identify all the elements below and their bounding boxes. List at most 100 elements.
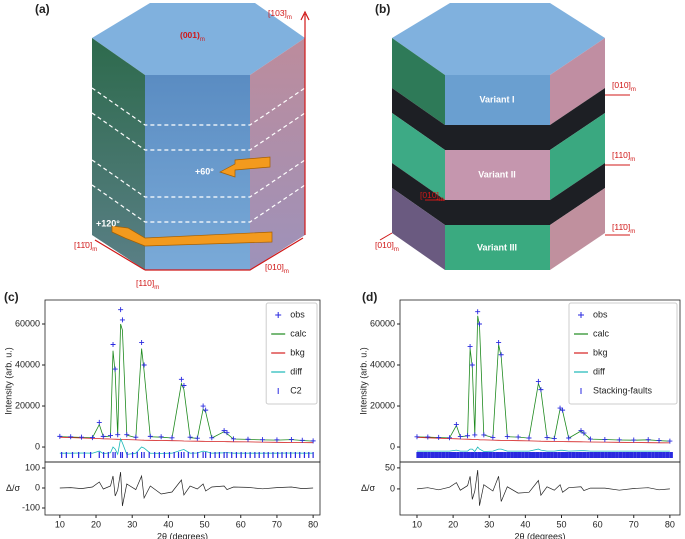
legend-label: calc bbox=[290, 328, 307, 338]
reflection-tick bbox=[560, 452, 565, 458]
reflection-tick bbox=[192, 452, 194, 458]
reflection-tick bbox=[427, 452, 431, 458]
obs-point bbox=[187, 434, 193, 440]
x-tick-label: 20 bbox=[448, 519, 458, 529]
obs-point bbox=[557, 405, 563, 411]
reflection-tick bbox=[112, 452, 114, 458]
obs-point bbox=[616, 437, 622, 443]
svg-text:[110]m: [110]m bbox=[612, 150, 635, 162]
obs-point bbox=[414, 434, 420, 440]
reflection-tick bbox=[235, 452, 238, 458]
x-tick-label: 70 bbox=[272, 519, 282, 529]
reflection-tick bbox=[158, 452, 160, 458]
top-face bbox=[392, 3, 605, 75]
y-tick-label: -100 bbox=[22, 502, 40, 512]
legend-box bbox=[265, 302, 318, 405]
panel-b: (b) Variant I Variant II Variant III [01… bbox=[375, 2, 636, 270]
panel-label: (b) bbox=[375, 2, 390, 16]
obs-point bbox=[602, 436, 608, 442]
y-tick-label: 100 bbox=[25, 462, 40, 472]
x-tick-label: 40 bbox=[163, 519, 173, 529]
legend-swatch bbox=[275, 312, 282, 318]
reflection-tick bbox=[419, 452, 424, 458]
obs-point bbox=[231, 436, 237, 442]
obs-point bbox=[112, 366, 118, 372]
x-tick-label: 70 bbox=[629, 519, 639, 529]
arrow bbox=[111, 225, 273, 247]
label: [11̄0] bbox=[612, 222, 630, 232]
reflection-tick bbox=[499, 452, 504, 458]
obs-point bbox=[425, 434, 431, 440]
reflection-tick bbox=[312, 452, 314, 458]
obs-point bbox=[476, 321, 482, 327]
obs-point bbox=[453, 421, 459, 427]
reflection-tick bbox=[470, 452, 475, 458]
x-tick-label: 60 bbox=[593, 519, 603, 529]
obs-point bbox=[465, 433, 471, 439]
reflection-tick bbox=[615, 452, 619, 458]
reflection-tick bbox=[495, 452, 500, 458]
label: m bbox=[154, 285, 159, 291]
x-tick-label: 50 bbox=[200, 519, 210, 529]
reflection-tick bbox=[528, 452, 532, 458]
reflection-tick bbox=[550, 452, 554, 458]
reflection-tick bbox=[78, 452, 80, 458]
obs-point bbox=[139, 339, 145, 345]
obs-point bbox=[472, 432, 478, 438]
arrow bbox=[219, 156, 271, 178]
obs-point bbox=[203, 407, 209, 413]
residual-line bbox=[59, 471, 314, 507]
reflection-tick bbox=[187, 452, 189, 458]
obs-point bbox=[288, 436, 294, 442]
label: m bbox=[394, 247, 399, 253]
legend-label: diff bbox=[593, 366, 605, 376]
reflection-tick bbox=[163, 452, 166, 458]
legend-swatch bbox=[578, 312, 584, 318]
label: [010] bbox=[375, 240, 394, 250]
reflection-tick bbox=[148, 452, 150, 458]
reflection-tick bbox=[658, 452, 663, 458]
reflection-tick bbox=[531, 452, 536, 458]
reflection-tick bbox=[445, 452, 449, 458]
obs-point bbox=[96, 419, 102, 425]
reflection-tick bbox=[604, 452, 608, 458]
top-face bbox=[92, 3, 305, 75]
svg-text:(001)m: (001)m bbox=[180, 30, 205, 42]
reflection-tick bbox=[107, 452, 109, 458]
axes bbox=[379, 94, 630, 241]
label: [110] bbox=[612, 150, 630, 160]
reflection-tick bbox=[244, 452, 247, 458]
obs-point bbox=[310, 438, 316, 444]
x-axis-label: 2θ (degrees) bbox=[157, 531, 208, 539]
reflection-tick bbox=[423, 452, 428, 458]
obs-point bbox=[274, 437, 280, 443]
obs-point bbox=[133, 434, 139, 440]
label: [010] bbox=[420, 190, 439, 200]
obs-point bbox=[538, 387, 544, 393]
obs-point bbox=[526, 435, 532, 441]
obs-point bbox=[481, 432, 487, 438]
legend-label: C2 bbox=[290, 385, 302, 395]
obs-point bbox=[119, 317, 125, 323]
reflection-tick bbox=[654, 452, 659, 458]
reflection-tick bbox=[452, 452, 457, 458]
reflection-tick bbox=[285, 452, 287, 458]
svg-text:[11̄0]m: [11̄0]m bbox=[612, 222, 635, 234]
obs-point bbox=[100, 433, 106, 439]
label: +120° bbox=[96, 218, 120, 228]
reflection-tick bbox=[557, 452, 561, 458]
reflection-tick bbox=[643, 452, 648, 458]
reflection-tick bbox=[277, 452, 279, 458]
left-face bbox=[92, 38, 145, 270]
y-axis-label: Δ/σ bbox=[361, 483, 376, 493]
reflection-tick bbox=[205, 452, 207, 458]
x-tick-label: 80 bbox=[308, 519, 318, 529]
reflection-tick bbox=[441, 452, 446, 458]
obs-point bbox=[158, 434, 164, 440]
reflection-tick bbox=[430, 452, 435, 458]
reflection-tick bbox=[121, 452, 124, 458]
reflection-tick bbox=[546, 452, 551, 458]
reflection-tick bbox=[474, 452, 478, 458]
obs-point bbox=[504, 434, 510, 440]
y-tick-label: 40000 bbox=[15, 359, 40, 369]
